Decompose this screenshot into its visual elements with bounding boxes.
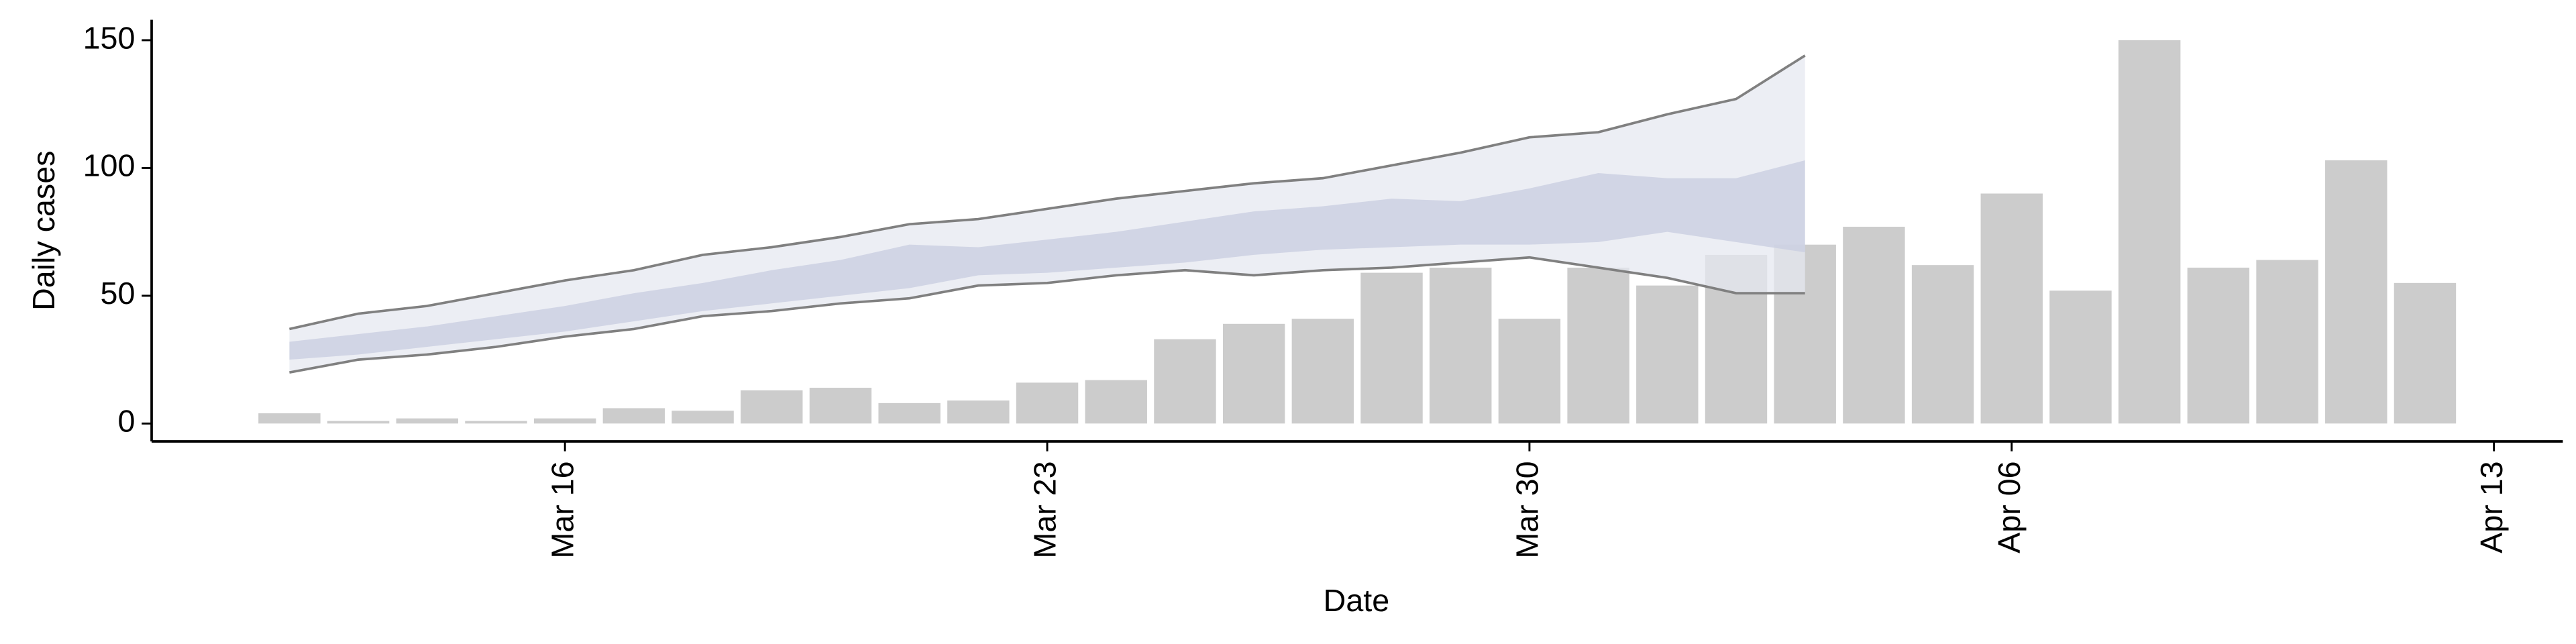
bar — [2187, 267, 2250, 424]
bar — [1016, 382, 1079, 424]
y-tick-label: 150 — [83, 20, 136, 55]
y-tick-label: 0 — [117, 404, 135, 439]
bar — [2049, 290, 2112, 424]
bar — [1911, 265, 1974, 424]
bar — [672, 411, 734, 424]
bar — [465, 421, 527, 424]
bar — [1360, 272, 1423, 424]
x-tick-label: Mar 30 — [1509, 461, 1544, 558]
bar — [2256, 260, 2318, 424]
x-tick-label: Mar 23 — [1027, 461, 1062, 558]
bar — [2394, 282, 2457, 424]
bar — [2118, 40, 2181, 424]
bar — [258, 413, 321, 424]
bar — [809, 388, 872, 424]
bar — [1567, 267, 1629, 424]
bar — [1154, 339, 1216, 424]
bar — [1980, 193, 2043, 424]
bar — [1843, 227, 1905, 424]
bar — [741, 390, 803, 424]
bar — [1222, 323, 1285, 424]
ribbon-edge — [289, 54, 1806, 331]
bar — [1430, 267, 1492, 424]
y-tick-label: 50 — [101, 276, 136, 311]
bar — [327, 421, 390, 424]
bar — [1291, 319, 1354, 424]
x-tick-label: Apr 06 — [1992, 461, 2027, 553]
bar — [1085, 380, 1147, 424]
bar — [602, 408, 665, 424]
y-tick-label: 100 — [83, 148, 136, 183]
ribbon-edge — [289, 256, 1805, 374]
bar — [533, 418, 596, 424]
x-tick-label: Mar 16 — [545, 461, 580, 558]
bar — [1498, 319, 1561, 424]
bar — [2325, 160, 2387, 424]
y-axis-label: Daily cases — [26, 150, 61, 310]
bar — [878, 402, 941, 424]
bar — [947, 400, 1010, 424]
bar — [1636, 285, 1699, 424]
ribbon — [289, 160, 1805, 360]
x-tick-label: Apr 13 — [2474, 461, 2509, 553]
bar — [396, 418, 459, 424]
x-axis-label: Date — [1324, 583, 1390, 618]
